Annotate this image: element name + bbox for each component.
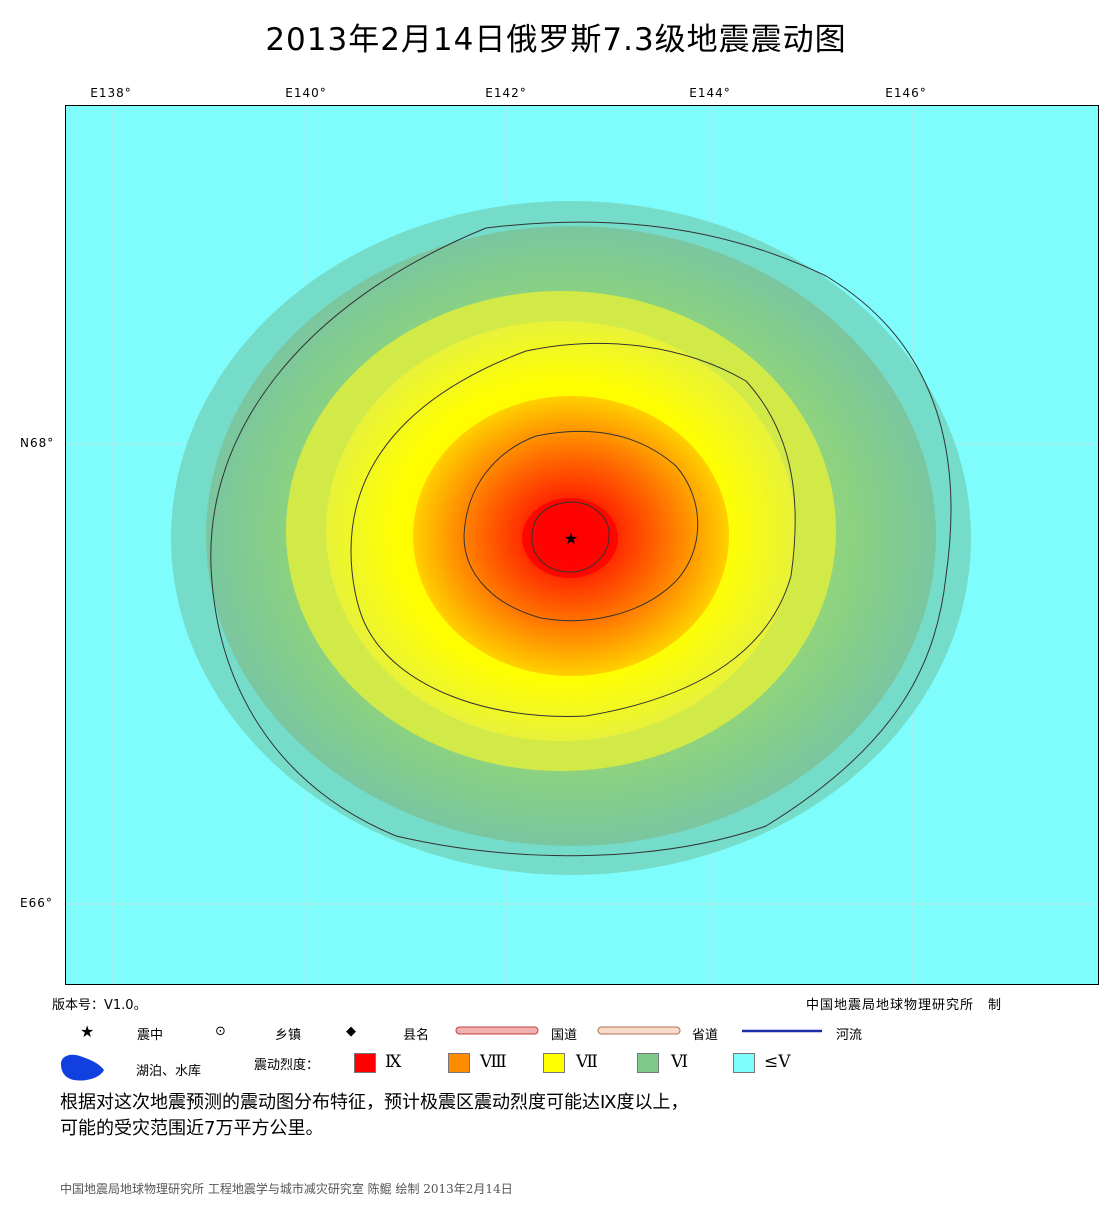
legend-town-label: 乡镇	[275, 1028, 302, 1043]
legend-provincial-road-label: 省道	[692, 1028, 719, 1043]
intensity-map: ★	[65, 105, 1099, 985]
legend-row-intensity: 湖泊、水库 震动烈度： Ⅸ Ⅷ Ⅶ Ⅵ ≤Ⅴ	[0, 1052, 1112, 1084]
intensity-v-label: ≤Ⅴ	[764, 1052, 791, 1072]
intensity-v-swatch	[733, 1053, 755, 1073]
intensity-ix-label: Ⅸ	[385, 1052, 402, 1072]
credits-footer: 中国地震局地球物理研究所 工程地震学与城市减灾研究室 陈鲲 绘制 2013年2月…	[60, 1182, 513, 1196]
latitude-tick-68: N68°	[20, 436, 55, 450]
intensity-vi-label: Ⅵ	[671, 1052, 689, 1072]
maker-label: 中国地震局地球物理研究所 制	[806, 998, 1003, 1013]
intensity-ix-swatch	[354, 1053, 376, 1073]
epicenter-star-icon: ★	[564, 529, 578, 548]
intensity-viii-label: Ⅷ	[480, 1052, 507, 1072]
intensity-vii-label: Ⅶ	[576, 1052, 598, 1072]
diamond-icon: ◆	[346, 1024, 356, 1039]
isoseismal-lines	[210, 221, 952, 857]
river-icon	[742, 1029, 822, 1033]
star-icon: ★	[80, 1022, 95, 1041]
legend-epicenter-label: 震中	[137, 1028, 164, 1043]
latitude-tick-66: E66°	[20, 896, 53, 910]
longitude-tick-138: E138°	[90, 86, 132, 100]
longitude-tick-140: E140°	[285, 86, 327, 100]
longitude-tick-144: E144°	[689, 86, 731, 100]
legend-national-road-label: 国道	[551, 1028, 578, 1043]
legend-lake-label: 湖泊、水库	[136, 1064, 202, 1079]
version-label: 版本号：V1.0。	[52, 998, 147, 1013]
intensity-zone-ix	[522, 498, 618, 578]
national-road-icon	[455, 1026, 539, 1035]
legend-intensity-title: 震动烈度：	[254, 1058, 320, 1073]
intensity-vii-swatch	[543, 1053, 565, 1073]
map-canvas: ★	[66, 106, 1098, 984]
intensity-vi-swatch	[637, 1053, 659, 1073]
legend-county-label: 县名	[403, 1028, 430, 1043]
summary-note-line-2: 可能的受灾范围近7万平方公里。	[60, 1118, 324, 1139]
circle-dot-icon: ⊙	[215, 1024, 226, 1039]
longitude-tick-142: E142°	[485, 86, 527, 100]
legend-river-label: 河流	[836, 1028, 863, 1043]
legend-row-symbols: ★ 震中 ⊙ 乡镇 ◆ 县名 国道 省道 河流	[0, 1022, 1112, 1050]
summary-note: 根据对这次地震预测的震动图分布特征，预计极震区震动烈度可能达Ⅸ度以上， 可能的受…	[60, 1090, 1040, 1142]
map-title: 2013年2月14日俄罗斯7.3级地震震动图	[265, 22, 847, 58]
summary-note-line-1: 根据对这次地震预测的震动图分布特征，预计极震区震动烈度可能达Ⅸ度以上，	[60, 1092, 689, 1113]
provincial-road-icon	[597, 1026, 681, 1035]
intensity-viii-swatch	[448, 1053, 470, 1073]
longitude-tick-146: E146°	[885, 86, 927, 100]
lake-icon	[61, 1054, 104, 1081]
